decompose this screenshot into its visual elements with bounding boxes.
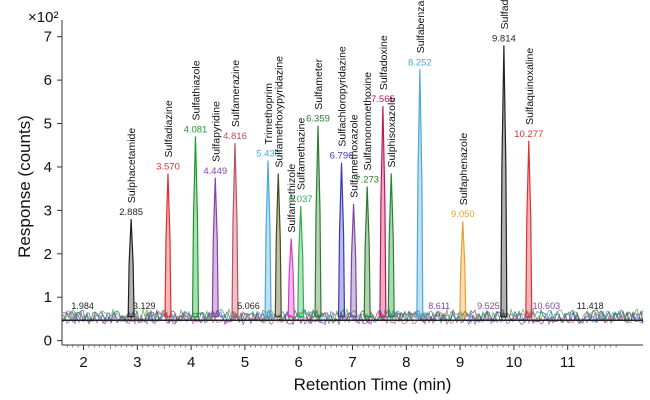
peak-rt-label: 10.277 <box>514 129 543 140</box>
peak-sulfachloropyridazine <box>337 162 346 318</box>
y-tick-label: 4 <box>44 159 52 176</box>
compound-label: Sulfabenzamide <box>415 0 427 53</box>
compound-label: Sulfamethoxypyridazine <box>273 56 285 168</box>
x-tick-label: 9 <box>456 354 464 371</box>
y-tick-label: 2 <box>44 246 52 263</box>
compound-label: Sulfameter <box>313 58 325 109</box>
peak-sulfamonomethoxine <box>363 186 371 318</box>
x-tick-label: 7 <box>348 354 356 371</box>
peak-sulfathiazole <box>191 136 200 318</box>
baseline-noise-trace <box>62 307 644 323</box>
compound-label: Sulfachloropyridazine <box>337 46 349 147</box>
peak-rt-label: 6.359 <box>306 114 330 125</box>
compound-label: Sulfaphenazole <box>458 133 470 206</box>
compound-label: Sulfathiazole <box>190 60 202 120</box>
compound-label: Sulfamethazine <box>296 118 308 191</box>
peak-sulfaphenazole <box>459 221 467 318</box>
peak-sulfameter <box>314 125 322 318</box>
peak-rt-label: 3.570 <box>156 161 180 172</box>
compound-label: Sulfamerazine <box>230 60 242 127</box>
noise-rt-label: 11.418 <box>577 301 604 311</box>
x-axis-title: Retention Time (min) <box>294 375 452 394</box>
baseline-noise-trace <box>62 308 644 324</box>
x-tick-label: 10 <box>506 354 523 371</box>
peak-traces <box>127 45 533 318</box>
peak-sulfamerazine <box>231 143 239 318</box>
y-tick-label: 6 <box>44 72 52 89</box>
peak-rt-label: 8.252 <box>408 57 432 68</box>
compound-label: Trimethoprim <box>263 83 275 145</box>
peak-sulphisoxazole <box>387 173 395 318</box>
compound-label: Sulfadiazine <box>163 100 175 157</box>
peak-rt-label: 4.816 <box>223 131 247 142</box>
x-tick-label: 11 <box>560 354 576 371</box>
compound-label: Sulfamonomethoxine <box>362 72 374 171</box>
compound-label: Sulfamethizole <box>286 164 298 233</box>
y-tick-label: 3 <box>44 202 52 219</box>
x-tick-label: 4 <box>187 354 195 371</box>
y-axis-multiplier: ×10² <box>28 9 58 26</box>
noise-rt-label: 8.611 <box>428 301 450 311</box>
x-tick-label: 6 <box>295 354 303 371</box>
peak-sulfapyridine <box>211 177 219 318</box>
peak-rt-label: 6.037 <box>289 194 313 205</box>
peak-rt-label: 9.814 <box>492 33 516 44</box>
peak-sulfamethoxazole <box>350 203 358 318</box>
y-tick-label: 5 <box>44 116 52 133</box>
peak-rt-label: 2.885 <box>119 207 143 218</box>
compound-label: Sulphisoxazole <box>386 97 398 168</box>
peak-sulfadimethoxine <box>500 45 508 318</box>
peak-rt-label: 7.565 <box>371 94 395 105</box>
compound-label: Sulfadoxine <box>378 35 390 90</box>
peak-trimethoprim <box>264 160 272 318</box>
peak-sulfaquinoxaline <box>525 140 533 318</box>
compound-label: Sulfadimethoxine <box>499 0 511 29</box>
noise-rt-label: 3.129 <box>133 301 156 311</box>
peak-rt-label: 7.273 <box>355 175 379 186</box>
compound-label: Sulfapyridine <box>210 101 222 162</box>
baseline-noise <box>62 307 644 326</box>
compound-label: Sulfaquinoxaline <box>524 48 536 125</box>
peak-rt-label: 5.430 <box>256 148 280 159</box>
y-axis-title: Response (counts) <box>15 115 34 258</box>
peak-sulfamethazine <box>297 206 305 318</box>
peak-rt-label: 6.796 <box>330 151 354 162</box>
noise-rt-label: 10.603 <box>533 301 561 311</box>
noise-rt-label: 1.984 <box>71 301 94 311</box>
y-tick-label: 0 <box>44 333 52 350</box>
peak-labels: 2.885 Sulphacetamide 3.570 Sulfadiazine 4.08… <box>71 0 603 311</box>
noise-rt-label: 9.525 <box>477 301 500 311</box>
y-tick-label: 7 <box>44 29 52 46</box>
noise-rt-label: 5.066 <box>237 301 260 311</box>
peak-sulfamethoxypyridazine <box>274 173 282 318</box>
peak-sulfabenzamide <box>416 69 424 318</box>
peak-sulphacetamide <box>127 219 135 318</box>
peak-sulfadoxine <box>379 106 387 318</box>
x-tick-label: 8 <box>402 354 410 371</box>
x-tick-label: 3 <box>133 354 141 371</box>
compound-label: Sulphacetamide <box>126 128 138 203</box>
y-tick-label: 1 <box>44 289 52 306</box>
peak-sulfamethizole <box>287 238 295 318</box>
peak-sulfadiazine <box>164 173 172 318</box>
peak-rt-label: 9.050 <box>451 209 475 220</box>
peak-rt-label: 4.081 <box>184 125 208 136</box>
compound-label: Sulfamethoxazole <box>349 114 361 198</box>
axes: 2 3 4 5 6 7 8 9 10 11 0 1 2 3 4 5 6 7 <box>44 20 643 371</box>
x-tick-label: 2 <box>79 354 87 371</box>
x-tick-label: 5 <box>241 354 249 371</box>
peak-rt-label: 4.449 <box>203 166 227 177</box>
